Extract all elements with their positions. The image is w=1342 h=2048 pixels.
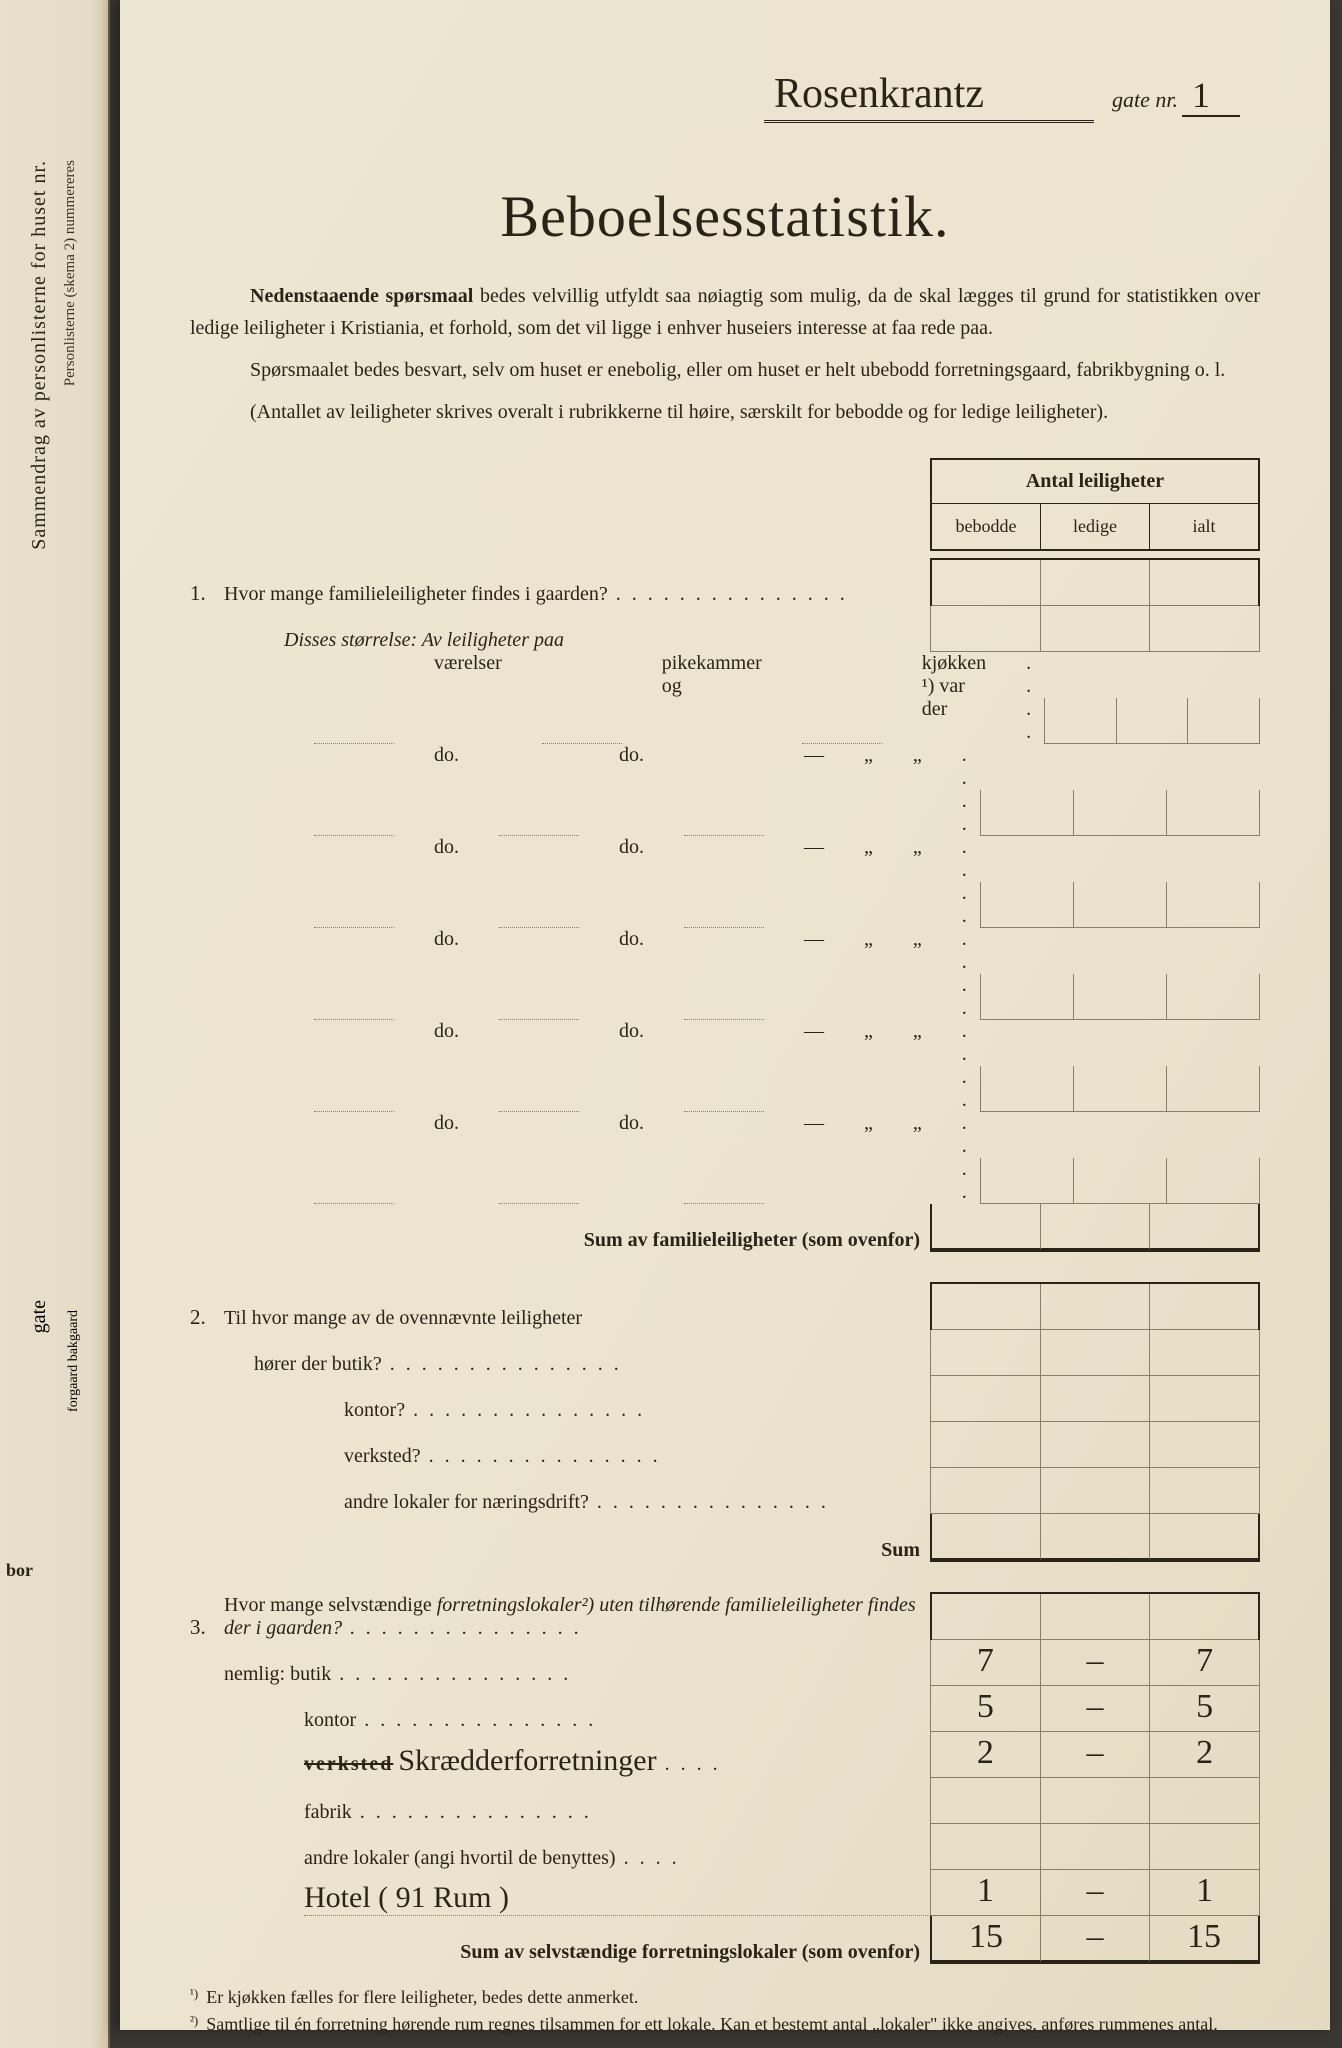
left-vertical-sub: Personlisterne (skema 2) nummereres: [62, 160, 79, 386]
intro-paragraph-3: (Antallet av leiligheter skrives overalt…: [250, 396, 1260, 428]
q2-butik: hører der butik?: [190, 1330, 1260, 1376]
q2-sum: Sum: [190, 1514, 1260, 1562]
footnote-2: ²) Samtlige til én forretning hørende ru…: [190, 2011, 1260, 2038]
q1-head-row: værelser pikekammer og kjøkken ¹) var de…: [190, 652, 1260, 744]
q3-main: 3. Hvor mange selvstændige forretningslo…: [190, 1592, 1260, 1640]
q3-andre-hand: Hotel ( 91 Rum ) 1–1: [190, 1870, 1260, 1916]
left-bor-label: bor: [6, 1560, 33, 1581]
q1-do-row-3: do. do. — „„: [190, 928, 1260, 1020]
col-bebodde: bebodde: [932, 504, 1041, 549]
intro-paragraph-2: Spørsmaalet bedes besvart, selv om huset…: [250, 354, 1260, 386]
q1-do-row-1: do. do. — „„: [190, 744, 1260, 836]
q3-butik: nemlig: butik 7–7: [190, 1640, 1260, 1686]
col-ialt: ialt: [1150, 504, 1258, 549]
form-area: Antal leiligheter bebodde ledige ialt 1.…: [190, 468, 1260, 1964]
left-forgaard-bakgaard: forgaard bakgaard: [66, 1310, 83, 1412]
gate-nr-value: 1: [1182, 75, 1240, 117]
q3-sum: Sum av selvstændige forretningslokaler (…: [190, 1916, 1260, 1964]
footnotes: ¹) Er kjøkken fælles for flere leilighet…: [190, 1984, 1260, 2038]
col-ledige: ledige: [1041, 504, 1150, 549]
q1-main: 1. Hvor mange familieleiligheter findes …: [190, 558, 1260, 606]
table-header: Antal leiligheter bebodde ledige ialt: [930, 458, 1260, 551]
q3-andre-label: andre lokaler (angi hvortil de benyttes): [190, 1824, 1260, 1870]
q2-verksted: verksted?: [190, 1422, 1260, 1468]
q3-kontor: kontor 5–5: [190, 1686, 1260, 1732]
page-title: Beboelsesstatistik.: [190, 183, 1260, 250]
q2-kontor: kontor?: [190, 1376, 1260, 1422]
footnote-1: ¹) Er kjøkken fælles for flere leilighet…: [190, 1984, 1260, 2011]
street-name-handwritten: Rosenkrantz: [764, 70, 1094, 123]
q1-do-row-2: do. do. — „„: [190, 836, 1260, 928]
q3-verksted: verksted Skrædderforretninger 2–2: [190, 1732, 1260, 1778]
gate-nr-label: gate nr.: [1112, 87, 1178, 112]
q1-sum: Sum av familieleiligheter (som ovenfor): [190, 1204, 1260, 1252]
q2-andre: andre lokaler for næringsdrift?: [190, 1468, 1260, 1514]
left-vertical-title: Sammendrag av personlisterne for huset n…: [28, 160, 51, 550]
q1-do-row-4: do. do. — „„: [190, 1020, 1260, 1112]
document-page: Rosenkrantz gate nr. 1 Beboelsesstatisti…: [120, 0, 1330, 2030]
header-line: Rosenkrantz gate nr. 1: [190, 70, 1240, 123]
q3-fabrik: fabrik: [190, 1778, 1260, 1824]
q2-main: 2. Til hvor mange av de ovennævnte leili…: [190, 1282, 1260, 1330]
q1-sub-label: Disses størrelse: Av leiligheter paa: [190, 606, 1260, 652]
intro-paragraph-1: Nedenstaaende spørsmaal bedes velvillig …: [190, 280, 1260, 344]
table-header-title: Antal leiligheter: [930, 458, 1260, 504]
left-gate-label: gate: [28, 1300, 51, 1333]
q1-do-row-5: do. do. — „„: [190, 1112, 1260, 1204]
left-binding-strip: Sammendrag av personlisterne for huset n…: [0, 0, 110, 2048]
